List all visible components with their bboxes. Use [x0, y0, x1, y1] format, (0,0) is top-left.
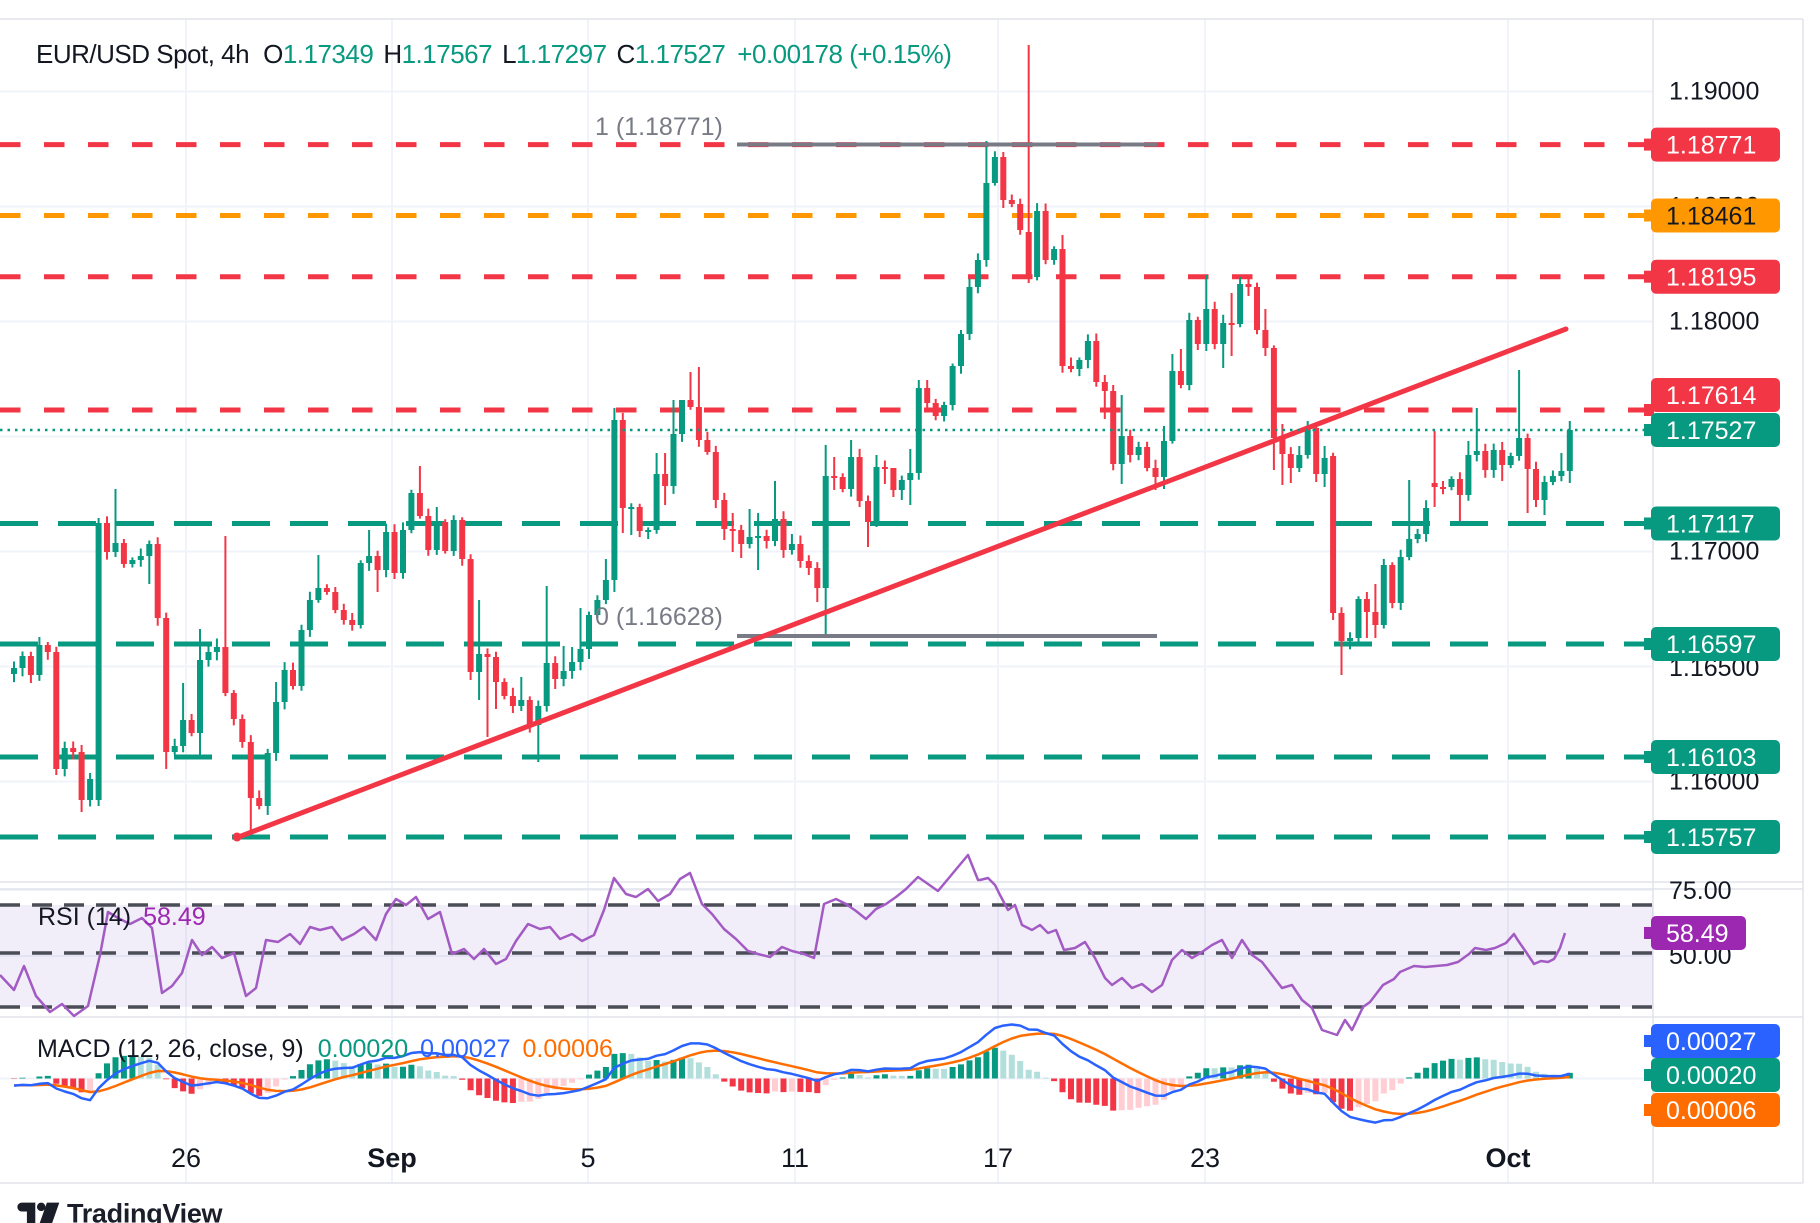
svg-text:23: 23 — [1190, 1143, 1220, 1173]
svg-text:TradingView: TradingView — [67, 1199, 224, 1223]
svg-text:0.00027: 0.00027 — [1666, 1028, 1756, 1056]
svg-text:1.17117: 1.17117 — [1666, 511, 1755, 539]
svg-text:1.18000: 1.18000 — [1669, 308, 1759, 336]
svg-text:5: 5 — [580, 1143, 595, 1173]
svg-text:1.16597: 1.16597 — [1666, 631, 1756, 659]
svg-text:1.17000: 1.17000 — [1669, 538, 1759, 566]
svg-text:17: 17 — [983, 1143, 1013, 1173]
svg-text:75.00: 75.00 — [1669, 877, 1732, 905]
svg-text:Sep: Sep — [367, 1143, 417, 1173]
svg-text:1.16103: 1.16103 — [1666, 744, 1756, 772]
svg-text:1.18461: 1.18461 — [1666, 203, 1756, 231]
svg-text:1.18195: 1.18195 — [1666, 264, 1756, 292]
svg-text:0.00006: 0.00006 — [1666, 1097, 1756, 1125]
svg-text:0.00020: 0.00020 — [1666, 1062, 1756, 1090]
svg-text:26: 26 — [171, 1143, 201, 1173]
svg-text:58.49: 58.49 — [1666, 920, 1729, 948]
svg-text:RSI (14)58.49: RSI (14) 58.49 — [38, 903, 206, 931]
svg-text:1.19000: 1.19000 — [1669, 78, 1759, 106]
svg-text:1.17614: 1.17614 — [1666, 382, 1756, 410]
svg-text:11: 11 — [781, 1143, 809, 1173]
svg-text:1.17527: 1.17527 — [1666, 417, 1756, 445]
svg-text:0 (1.16628): 0 (1.16628) — [595, 603, 723, 631]
svg-text:MACD (12, 26, close, 9)0.00020: MACD (12, 26, close, 9) 0.00020 0.00027 0.0… — [37, 1035, 613, 1063]
svg-text:1 (1.18771): 1 (1.18771) — [595, 113, 723, 141]
svg-text:Oct: Oct — [1485, 1143, 1530, 1173]
svg-text:1.18771: 1.18771 — [1666, 132, 1756, 160]
svg-text:1.15757: 1.15757 — [1666, 824, 1756, 852]
